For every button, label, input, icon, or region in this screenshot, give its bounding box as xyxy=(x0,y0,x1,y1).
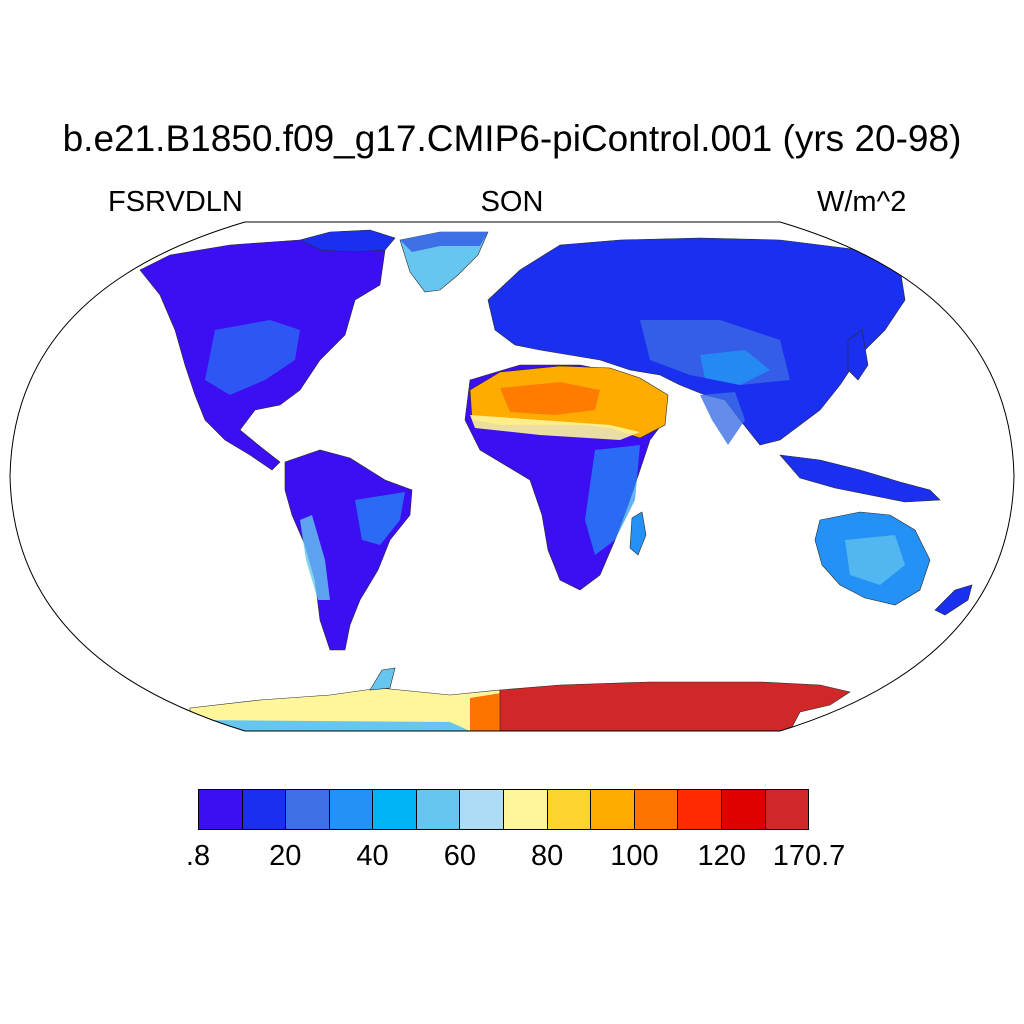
madagascar xyxy=(629,511,647,556)
colorbar-tick-label: 100 xyxy=(610,840,659,872)
colorbar-box xyxy=(460,790,505,829)
antarctica-ice-edge xyxy=(190,720,470,731)
antarctica-west xyxy=(189,687,501,731)
units-label: W/m^2 xyxy=(817,186,907,218)
colorbar-box xyxy=(199,790,243,829)
indonesia-islands xyxy=(779,454,941,503)
sahara-yellow-fringe xyxy=(470,415,640,440)
india-region xyxy=(700,392,745,445)
antarctic-peninsula xyxy=(369,667,396,691)
canadian-arctic-islands xyxy=(299,229,396,253)
plot-title: b.e21.B1850.f09_g17.CMIP6-piControl.001 … xyxy=(62,118,962,159)
east-africa-highlands xyxy=(585,445,640,555)
south-america-landmass xyxy=(284,449,413,651)
colorbar-box xyxy=(765,790,809,829)
map-border xyxy=(9,221,1015,732)
japan xyxy=(847,329,869,381)
colorbar xyxy=(198,789,809,830)
colorbar-tick-label: 40 xyxy=(356,840,389,872)
antarctica-east xyxy=(499,681,851,731)
greenland-coast xyxy=(400,232,488,252)
tibet-plateau xyxy=(700,350,770,385)
colorbar-box xyxy=(329,790,374,829)
colorbar-tick-label: 20 xyxy=(269,840,302,872)
colorbar-box xyxy=(242,790,287,829)
colorbar-box xyxy=(547,790,592,829)
andes-strip xyxy=(300,515,330,600)
colorbar-box xyxy=(678,790,722,829)
new-zealand xyxy=(934,584,973,616)
colorbar-box xyxy=(504,790,548,829)
season-label: SON xyxy=(480,186,544,218)
colorbar-tick-label: 120 xyxy=(697,840,746,872)
colorbar-tick-label: 60 xyxy=(443,840,476,872)
south-america-east xyxy=(355,492,405,545)
australia-interior xyxy=(845,535,905,585)
colorbar-tick-label: .8 xyxy=(185,840,211,872)
colorbar-tick-label: 170.7 xyxy=(772,840,846,872)
colorbar-tick-label: 80 xyxy=(531,840,564,872)
sahara-inner-hot xyxy=(500,382,600,415)
colorbar-box xyxy=(634,790,679,829)
colorbar-box xyxy=(721,790,766,829)
variable-label: FSRVDLN xyxy=(108,186,243,218)
north-america-interior xyxy=(205,320,300,395)
colorbar-box xyxy=(373,790,417,829)
colorbar-box xyxy=(591,790,635,829)
colorbar-box xyxy=(416,790,461,829)
colorbar-box xyxy=(286,790,330,829)
